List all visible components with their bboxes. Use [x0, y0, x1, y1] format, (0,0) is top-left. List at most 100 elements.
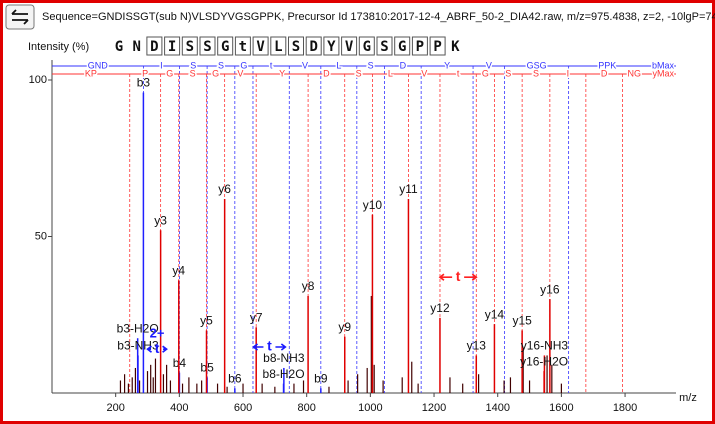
- ladder-residue: NG: [627, 68, 641, 78]
- ladder-residue: I: [567, 68, 570, 78]
- residue-box: [341, 36, 358, 56]
- residue-box: [288, 36, 304, 56]
- ladder-residue: G: [240, 60, 247, 70]
- residue-box: [270, 36, 287, 56]
- peak-label: y16-NH3: [521, 339, 569, 353]
- peak-label: b3-NH3: [117, 339, 159, 353]
- peak-label: y13: [467, 339, 487, 353]
- peak-label: y11: [399, 182, 418, 196]
- delta-arrow: [438, 273, 478, 281]
- ladder-residue: S: [356, 68, 362, 78]
- ladder-name: yMax: [652, 68, 674, 78]
- ladder-residue: t: [270, 60, 273, 70]
- ladder-residue: I: [160, 60, 163, 70]
- residue-box: [323, 36, 340, 56]
- residue-box: [217, 36, 234, 56]
- peak-label: y8: [302, 279, 315, 293]
- residue: K: [451, 39, 460, 55]
- residue: G: [221, 39, 229, 55]
- peak-label: y4: [172, 263, 185, 277]
- residue-box: [411, 36, 428, 56]
- ladder-residue: S: [218, 60, 224, 70]
- ladder-name: bMax: [652, 60, 675, 70]
- ladder-residue: GSG: [527, 60, 547, 70]
- y-axis-label: Intensity (%): [28, 41, 89, 53]
- residue-box: [394, 36, 411, 56]
- peak-label: y12: [430, 301, 450, 315]
- ladder-residue: L: [336, 60, 341, 70]
- residue: V: [345, 39, 354, 55]
- peak-label: y10: [363, 198, 383, 212]
- x-tick-label: 1000: [358, 402, 382, 414]
- residue-box: [358, 36, 375, 56]
- ladder-residue: V: [237, 68, 243, 78]
- residue-box: [181, 36, 198, 56]
- peak-label: y15: [512, 314, 532, 328]
- residue: S: [292, 39, 300, 55]
- peak-label: y16-H2O: [520, 354, 568, 368]
- y-tick-label: 50: [35, 230, 47, 242]
- ladder-residue: G: [482, 68, 489, 78]
- residue: P: [416, 39, 424, 55]
- peak-label: y16: [540, 282, 560, 296]
- ladder-residue: S: [368, 60, 374, 70]
- residue: I: [168, 39, 176, 55]
- residue-box: [429, 36, 446, 56]
- x-tick-label: 1800: [613, 402, 637, 414]
- ladder-residue: D: [400, 60, 407, 70]
- delta-residue: t: [456, 268, 461, 284]
- peak-label: y3: [154, 213, 167, 227]
- peak-label: b8-H2O: [263, 367, 305, 381]
- ladder-residue: P: [142, 68, 148, 78]
- peak-label: y6: [218, 182, 231, 196]
- peak-label: b3: [137, 76, 151, 90]
- residue-box: [199, 36, 216, 56]
- x-tick-label: 400: [170, 402, 188, 414]
- residue-box: [234, 36, 251, 56]
- swap-icon[interactable]: [11, 9, 29, 25]
- delta-arrow: [252, 343, 287, 351]
- residue-box: [376, 36, 393, 56]
- x-tick-label: 600: [234, 402, 252, 414]
- header-info: Sequence=GNDISSGT(sub N)VLSDYVGSGPPK, Pr…: [42, 11, 715, 23]
- residue: V: [256, 39, 265, 55]
- peak-label: b3-H2O: [117, 321, 159, 335]
- residue-box: [146, 36, 163, 56]
- residue: S: [186, 39, 194, 55]
- peak-label: b4: [173, 356, 187, 370]
- peak-label: y9: [338, 320, 351, 334]
- ladder-residue: Y: [444, 60, 450, 70]
- ladder-residue: t: [457, 68, 460, 78]
- swap-button[interactable]: [5, 4, 35, 30]
- ladder-residue: KP: [85, 68, 97, 78]
- residue: S: [203, 39, 211, 55]
- residue: L: [274, 39, 282, 55]
- x-tick-label: 1400: [485, 402, 509, 414]
- x-tick-label: 800: [298, 402, 316, 414]
- residue: Y: [327, 39, 336, 55]
- peak-label: b5: [200, 361, 214, 375]
- residue-box: [164, 36, 181, 56]
- ladder-residue: V: [486, 60, 492, 70]
- peak-label: b8-NH3: [263, 351, 305, 365]
- residue-box: [252, 36, 269, 56]
- x-tick-label: 200: [106, 402, 124, 414]
- ladder-residue: G: [166, 68, 173, 78]
- ladder-residue: L: [388, 68, 393, 78]
- ladder-residue: PPK: [598, 60, 616, 70]
- x-tick-label: 1600: [549, 402, 573, 414]
- delta-arrow: [146, 345, 168, 353]
- button-box[interactable]: [5, 4, 35, 30]
- ladder-residue: Y: [279, 68, 285, 78]
- residue: D: [309, 39, 317, 55]
- residue: G: [115, 39, 123, 55]
- ladder-residue: G: [212, 68, 219, 78]
- residue: S: [380, 39, 388, 55]
- residue: t: [239, 39, 247, 55]
- ladder-residue: S: [190, 60, 196, 70]
- residue-box: [305, 36, 322, 56]
- peak-label: b9: [314, 371, 328, 385]
- ladder-residue: V: [302, 60, 308, 70]
